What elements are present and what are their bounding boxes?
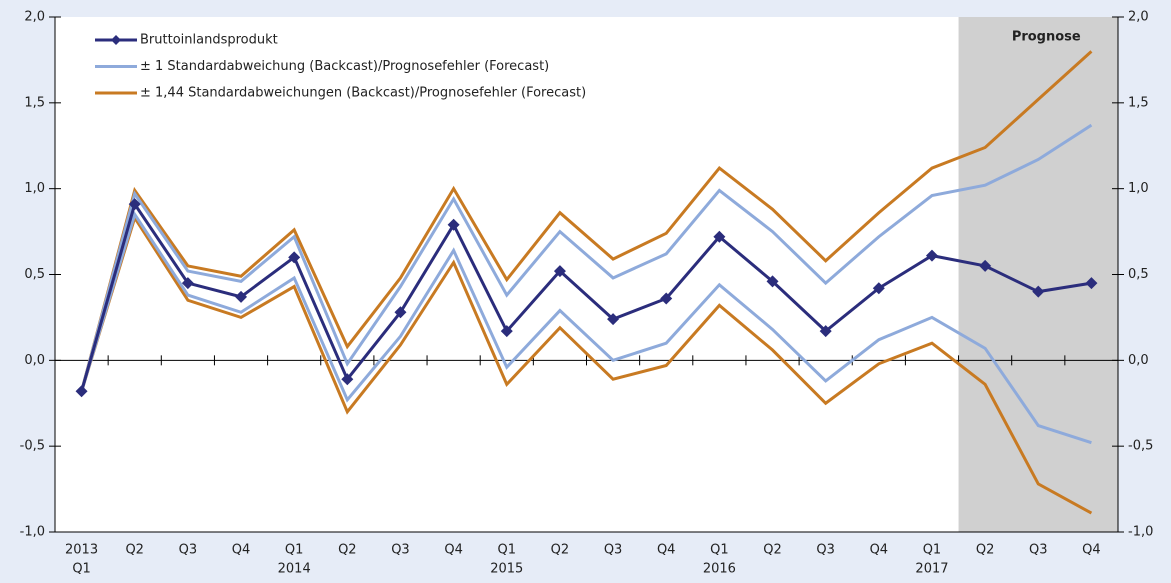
x-tick-label: Q3 [604, 543, 623, 558]
gdp-marker [819, 325, 832, 338]
x-tick-label: Q1 [498, 543, 517, 558]
y-tick-label: 2,0 [24, 10, 45, 25]
band-lower [80, 210, 1092, 445]
gdp-marker [979, 259, 992, 272]
legend-marker [111, 35, 121, 45]
gdp-marker [500, 325, 513, 338]
y2-tick-label: 2,0 [1128, 10, 1149, 25]
x-tick-label: Q2 [338, 543, 357, 558]
band-upper [80, 123, 1093, 392]
x-tick-label: Q4 [657, 543, 676, 558]
x-tick-label: Q3 [391, 543, 410, 558]
gdp-marker [660, 292, 673, 305]
forecast-shade [958, 17, 1118, 532]
gdp-marker [75, 385, 88, 398]
gdp-marker [607, 313, 620, 326]
gdp-marker [447, 218, 460, 231]
x-tick-label: Q4 [444, 543, 463, 558]
x-tick-label: 2014 [278, 562, 311, 577]
x-tick-label: Q3 [179, 543, 198, 558]
y2-tick-label: 1,5 [1128, 95, 1149, 110]
x-tick-label: Q3 [816, 543, 835, 558]
gdp-marker [181, 277, 194, 290]
x-tick-label: Q1 [72, 562, 91, 577]
legend-label: Bruttoinlandsprodukt [140, 33, 278, 48]
x-tick-label: Q1 [285, 543, 304, 558]
x-tick-label: Q2 [125, 543, 144, 558]
forecast-label: Prognose [1012, 30, 1081, 45]
gdp-marker [553, 265, 566, 278]
x-tick-label: 2015 [490, 562, 523, 577]
x-tick-label: Q1 [710, 543, 729, 558]
y-tick-label: 1,0 [24, 181, 45, 196]
gdp-line [80, 200, 1092, 392]
gdp-marker [713, 230, 726, 243]
x-tick-label: Q3 [1029, 543, 1048, 558]
gdp-marker [766, 275, 779, 288]
gdp-marker [872, 282, 885, 295]
y-tick-label: -0,5 [20, 439, 45, 454]
gdp-marker [128, 198, 141, 211]
gdp-marker [394, 306, 407, 319]
band-lower [80, 214, 1093, 515]
gdp-marker [925, 249, 938, 262]
legend-label: ± 1 Standardabweichung (Backcast)/Progno… [140, 59, 549, 74]
x-tick-label: Q2 [763, 543, 782, 558]
y-tick-label: 0,0 [24, 353, 45, 368]
y2-tick-label: 1,0 [1128, 181, 1149, 196]
legend-label: ± 1,44 Standardabweichungen (Backcast)/P… [140, 86, 586, 101]
y-tick-label: -1,0 [20, 525, 45, 540]
x-tick-label: Q4 [1082, 543, 1101, 558]
x-tick-label: 2013 [65, 543, 98, 558]
gdp-marker [1085, 277, 1098, 290]
y2-tick-label: 0,0 [1128, 353, 1149, 368]
x-tick-label: 2017 [915, 562, 948, 577]
y2-tick-label: -1,0 [1128, 525, 1153, 540]
gdp-marker [288, 251, 301, 264]
x-tick-label: Q2 [976, 543, 995, 558]
x-tick-label: Q1 [923, 543, 942, 558]
y2-tick-label: 0,5 [1128, 267, 1149, 282]
y-tick-label: 0,5 [24, 267, 45, 282]
y2-tick-label: -0,5 [1128, 439, 1153, 454]
gdp-marker [1032, 285, 1045, 298]
x-tick-label: Q4 [870, 543, 889, 558]
band-upper [80, 50, 1093, 392]
gdp-marker [341, 373, 354, 386]
y-tick-label: 1,5 [24, 95, 45, 110]
x-tick-label: Q2 [551, 543, 570, 558]
x-tick-label: Q4 [232, 543, 251, 558]
gdp-marker [235, 290, 248, 303]
x-tick-label: 2016 [703, 562, 736, 577]
